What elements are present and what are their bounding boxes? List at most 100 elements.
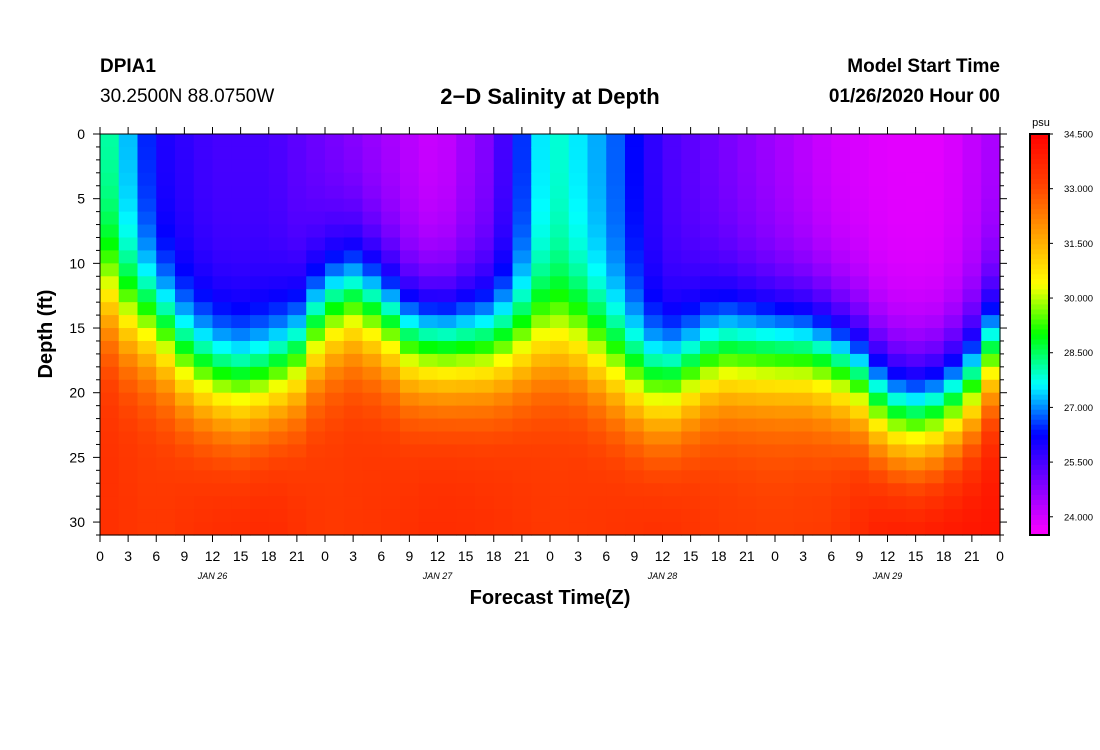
heatmap-cell xyxy=(700,250,720,264)
heatmap-cell xyxy=(418,237,439,252)
heatmap-cell xyxy=(512,522,532,536)
heatmap-cell xyxy=(831,224,851,239)
heatmap-cell xyxy=(437,289,457,303)
heatmap-cell xyxy=(437,444,457,458)
heatmap-cell xyxy=(868,185,889,200)
x-tick-label: 9 xyxy=(180,548,188,564)
heatmap-cell xyxy=(212,134,232,148)
heatmap-cell xyxy=(943,172,964,187)
heatmap-cell xyxy=(156,340,176,355)
heatmap-cell xyxy=(943,289,964,303)
heatmap-cell xyxy=(475,185,495,200)
heatmap-cell xyxy=(250,431,270,446)
heatmap-cell xyxy=(625,185,645,200)
heatmap-cell xyxy=(400,134,420,148)
heatmap-cell xyxy=(400,250,420,264)
heatmap-cell xyxy=(287,496,307,510)
heatmap-cell xyxy=(550,172,570,187)
heatmap-cell xyxy=(306,483,326,497)
colorbar-segment xyxy=(1030,214,1049,220)
heatmap-cell xyxy=(100,302,120,316)
heatmap-cell xyxy=(850,379,870,394)
heatmap-cell xyxy=(943,366,964,381)
heatmap-cell xyxy=(493,237,514,252)
heatmap-cell xyxy=(343,198,364,213)
heatmap-cell xyxy=(550,315,570,329)
heatmap-cell xyxy=(587,509,607,523)
colorbar-tick-label: 33.000 xyxy=(1064,184,1093,195)
day-label: JAN 27 xyxy=(422,571,454,581)
heatmap-cell xyxy=(362,509,382,523)
heatmap-cell xyxy=(718,405,739,420)
colorbar-tick-label: 25.500 xyxy=(1064,458,1093,469)
heatmap-cell xyxy=(493,418,514,433)
heatmap-cell xyxy=(175,134,195,148)
heatmap-cell xyxy=(250,198,270,213)
colorbar-segment xyxy=(1030,484,1049,491)
heatmap-cell xyxy=(681,185,701,200)
heatmap-cell xyxy=(287,146,307,161)
heatmap-cell xyxy=(943,444,964,458)
heatmap-cell xyxy=(118,470,139,484)
heatmap-cell xyxy=(925,263,945,277)
heatmap-cell xyxy=(493,185,514,200)
heatmap-cell xyxy=(943,328,964,342)
heatmap-cell xyxy=(100,276,120,290)
heatmap-cell xyxy=(306,379,326,394)
colorbar-tick-label: 28.500 xyxy=(1064,348,1093,359)
heatmap-cell xyxy=(512,211,532,226)
heatmap-cell xyxy=(981,211,1001,226)
heatmap-cell xyxy=(925,172,945,187)
heatmap-cell xyxy=(362,483,382,497)
heatmap-cell xyxy=(925,444,945,458)
heatmap-cell xyxy=(756,509,776,523)
heatmap-cell xyxy=(700,198,720,213)
heatmap-cell xyxy=(662,392,682,407)
colorbar-segment xyxy=(1030,424,1049,431)
heatmap-cell xyxy=(400,444,420,458)
heatmap-cell xyxy=(662,405,682,420)
heatmap-cell xyxy=(793,224,814,239)
heatmap-cell xyxy=(831,185,851,200)
heatmap-cell xyxy=(493,483,514,497)
heatmap-cell xyxy=(212,418,232,433)
heatmap-cell xyxy=(475,134,495,148)
colorbar-segment xyxy=(1030,509,1049,516)
heatmap-cell xyxy=(625,431,645,446)
heatmap-cell xyxy=(137,289,157,303)
heatmap-cell xyxy=(587,496,607,510)
x-tick-label: 18 xyxy=(261,548,277,564)
heatmap-cell xyxy=(531,457,551,471)
heatmap-cell xyxy=(812,185,832,200)
heatmap-cell xyxy=(437,379,457,394)
heatmap-cell xyxy=(643,211,664,226)
heatmap-cell xyxy=(925,211,945,226)
heatmap-cell xyxy=(531,392,551,407)
heatmap-cell xyxy=(587,366,607,381)
heatmap-cell xyxy=(756,211,776,226)
heatmap-cell xyxy=(175,353,195,368)
heatmap-cell xyxy=(381,444,401,458)
heatmap-cell xyxy=(531,379,551,394)
heatmap-cell xyxy=(681,509,701,523)
heatmap-cell xyxy=(662,496,682,510)
heatmap-cell xyxy=(512,237,532,252)
heatmap-cell xyxy=(343,289,364,303)
heatmap-cell xyxy=(456,172,476,187)
heatmap-cell xyxy=(531,198,551,213)
heatmap-cell xyxy=(793,276,814,290)
heatmap-cell xyxy=(718,366,739,381)
heatmap-cell xyxy=(325,340,345,355)
heatmap-cell xyxy=(400,431,420,446)
heatmap-cell xyxy=(568,522,589,536)
heatmap-cell xyxy=(550,379,570,394)
heatmap-cell xyxy=(475,211,495,226)
heatmap-cell xyxy=(718,379,739,394)
heatmap-cell xyxy=(625,379,645,394)
heatmap-cell xyxy=(137,379,157,394)
heatmap-cell xyxy=(531,470,551,484)
heatmap-cell xyxy=(156,263,176,277)
heatmap-cell xyxy=(531,289,551,303)
heatmap-cell xyxy=(925,159,945,174)
heatmap-cell xyxy=(156,418,176,433)
